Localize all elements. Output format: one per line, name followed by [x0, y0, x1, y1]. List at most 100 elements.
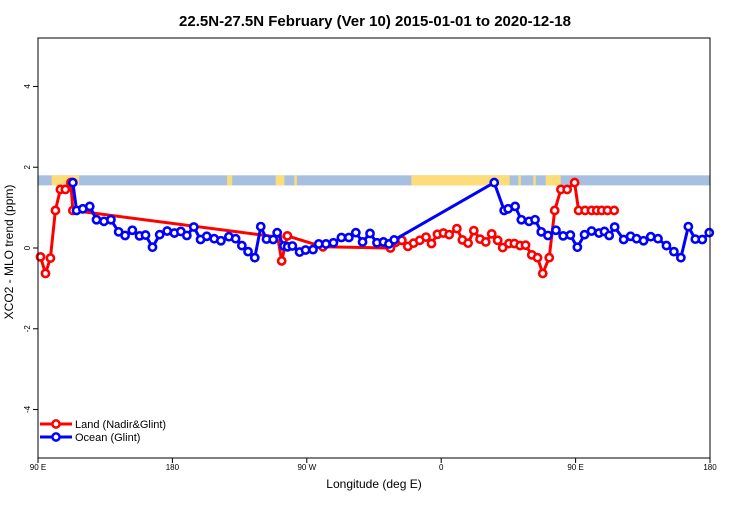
- legend-label-ocean: Ocean (Glint): [75, 432, 140, 444]
- data-point-ocean: [181, 230, 192, 241]
- data-point-ocean: [216, 235, 226, 246]
- data-point-land: [451, 223, 462, 234]
- data-point-ocean: [343, 232, 354, 243]
- data-point-ocean: [287, 241, 298, 251]
- data-point-ocean: [336, 232, 347, 243]
- data-point-land: [609, 205, 620, 216]
- data-point-land: [468, 225, 479, 236]
- map-strip-land: [294, 175, 297, 186]
- data-point-ocean: [609, 222, 620, 232]
- map-strip: [38, 175, 710, 186]
- data-point-ocean: [586, 226, 597, 236]
- legend-marker-land: [51, 419, 61, 429]
- x-axis: 90 E 180 90 W 0 90 E 180: [30, 458, 717, 472]
- data-point-land: [486, 228, 497, 239]
- data-point-land: [544, 252, 555, 263]
- chart-title: 22.5N-27.5N February (Ver 10) 2015-01-01…: [179, 13, 571, 30]
- data-point-ocean: [543, 230, 553, 241]
- map-strip-land: [533, 175, 536, 186]
- data-point-ocean: [704, 227, 715, 238]
- x-tick-label: 180: [166, 463, 180, 472]
- map-strip-land: [227, 175, 233, 186]
- data-point-land: [492, 235, 503, 246]
- data-point-ocean: [127, 225, 138, 236]
- data-point-ocean: [350, 227, 361, 238]
- y-tick-label: -4: [23, 405, 32, 413]
- data-point-land: [276, 256, 287, 266]
- data-point-land: [421, 232, 431, 242]
- data-point-land: [45, 253, 56, 263]
- data-point-land: [60, 184, 71, 195]
- data-point-ocean: [140, 230, 151, 240]
- data-point-land: [562, 184, 573, 195]
- data-point-ocean: [510, 201, 521, 212]
- data-point-land: [520, 240, 531, 251]
- data-point-ocean: [489, 177, 500, 188]
- data-point-ocean: [84, 201, 95, 212]
- data-point-land: [426, 238, 437, 249]
- data-point-ocean: [272, 227, 283, 238]
- data-point-ocean: [683, 221, 694, 232]
- y-tick-label: 0: [23, 245, 32, 250]
- data-point-ocean: [236, 240, 247, 251]
- data-point-ocean: [604, 230, 615, 241]
- y-axis-label: XCO2 - MLO trend (ppm): [2, 185, 16, 320]
- x-tick-label: 180: [703, 463, 717, 472]
- data-point-ocean: [697, 234, 708, 245]
- data-point-ocean: [106, 214, 116, 225]
- y-tick-label: 4: [23, 84, 32, 89]
- data-point-ocean: [268, 234, 279, 245]
- data-point-ocean: [551, 225, 561, 236]
- data-point-ocean: [516, 214, 527, 225]
- map-strip-land: [411, 175, 510, 186]
- x-tick-label: 90 E: [567, 463, 583, 472]
- data-point-ocean: [120, 230, 131, 241]
- data-point-ocean: [154, 229, 165, 240]
- data-point-land: [549, 205, 560, 216]
- data-point-land: [444, 229, 455, 240]
- data-point-ocean: [572, 242, 583, 253]
- data-point-ocean: [91, 214, 102, 225]
- data-point-land: [480, 237, 491, 247]
- y-tick-label: -2: [23, 325, 32, 333]
- data-point-ocean: [230, 233, 241, 244]
- x-axis-label: Longitude (deg E): [326, 477, 421, 491]
- data-point-ocean: [675, 252, 686, 263]
- data-point-ocean: [565, 230, 576, 240]
- x-tick-label: 0: [439, 463, 444, 472]
- map-strip-land: [545, 175, 561, 186]
- legend-marker-ocean: [51, 432, 61, 442]
- data-point-land: [463, 238, 473, 249]
- x-tick-label: 90 E: [30, 463, 46, 472]
- data-point-ocean: [255, 221, 266, 232]
- data-point-ocean: [579, 229, 590, 240]
- data-point-ocean: [389, 235, 400, 245]
- data-point-ocean: [249, 252, 260, 263]
- data-point-ocean: [321, 239, 331, 249]
- legend: Land (Nadir&Glint) Ocean (Glint): [40, 419, 166, 444]
- data-point-ocean: [638, 235, 649, 246]
- data-point-land: [282, 230, 293, 241]
- legend-label-land: Land (Nadir&Glint): [75, 419, 166, 431]
- y-axis: -4 -2 0 2 4: [23, 84, 38, 413]
- data-point-ocean: [201, 231, 212, 242]
- data-point-ocean: [328, 237, 339, 248]
- data-point-land: [35, 251, 46, 262]
- data-point-land: [40, 268, 51, 279]
- data-point-ocean: [530, 214, 540, 225]
- series-line-land: [39, 181, 615, 275]
- x-tick-label: 90 W: [297, 463, 316, 472]
- map-strip-land: [275, 175, 285, 186]
- data-point-ocean: [188, 222, 199, 232]
- map-strip-land: [518, 175, 521, 186]
- y-tick-label: 2: [23, 164, 32, 169]
- data-point-land: [569, 177, 580, 188]
- data-point-ocean: [669, 246, 679, 257]
- data-point-ocean: [308, 244, 318, 255]
- data-point-land: [537, 268, 548, 279]
- data-point-ocean: [653, 233, 663, 244]
- map-strip-land: [51, 175, 80, 186]
- data-point-land: [50, 205, 61, 216]
